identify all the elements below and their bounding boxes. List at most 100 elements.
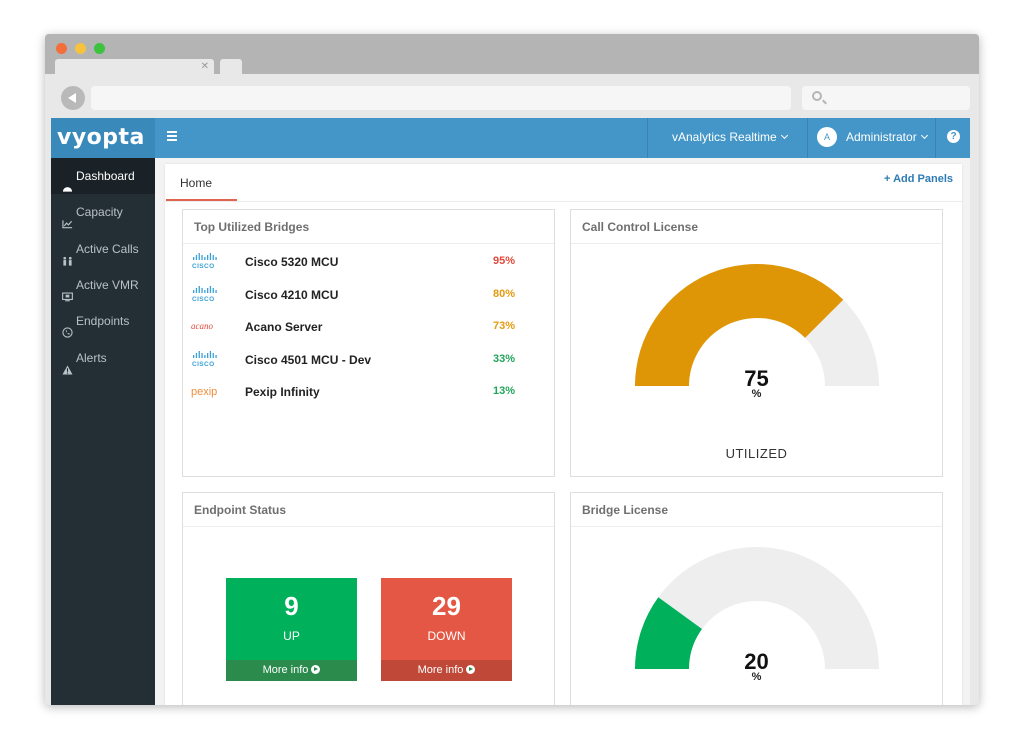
panel-title: Top Utilized Bridges [194,220,310,234]
bridge-utilization: 95% [493,255,516,267]
app-root: vyopta vAnalytics Realtime A Administrat… [51,118,970,705]
sidebar-item-label: Endpoints [76,314,130,329]
panel-title: Bridge License [582,503,669,517]
down-more-info-link[interactable]: More info [381,660,512,681]
panel-title: Call Control License [582,220,699,234]
bridge-row[interactable]: CISCO Cisco 4210 MCU 80% [183,277,554,309]
bridge-name: Pexip Infinity [245,385,320,399]
vyopta-logo: vyopta [57,125,145,150]
browser-titlebar: ✕ [45,34,979,74]
bridge-utilization: 73% [493,320,516,332]
sidebar-item-label: Dashboard [76,169,135,183]
sidebar-item-label: Alerts [76,350,107,365]
top-navbar: vyopta vAnalytics Realtime A Administrat… [51,118,970,158]
gauge-label: UTILIZED [725,446,788,461]
up-count: 9 [284,591,299,621]
gauge-fill [635,597,702,669]
close-tab-icon[interactable]: ✕ [200,61,209,72]
sidebar-item-active-vmr[interactable]: Active VMR [51,267,155,303]
chart-icon [62,207,73,229]
more-info-label: More info [417,664,464,676]
bridge-row[interactable]: CISCO Cisco 4501 MCU - Dev 33% [183,342,554,374]
menu-icon[interactable] [167,131,177,141]
gauge-value: 20 [744,649,769,674]
svg-text:acano: acano [191,321,213,331]
vmr-icon [62,280,73,302]
back-button[interactable] [61,86,85,110]
pexip-logo-icon: pexip [191,383,221,399]
sidebar-item-label: Active VMR [76,277,139,292]
browser-tab[interactable]: ✕ [55,59,214,74]
bridge-name: Cisco 4501 MCU - Dev [245,352,372,367]
sidebar-item-alerts[interactable]: Alerts [51,340,155,376]
down-count: 29 [432,591,461,621]
browser-toolbar [45,74,979,118]
bridge-utilization: 33% [493,352,516,365]
gauge-unit: % [751,388,762,400]
close-window-button[interactable] [56,43,67,54]
svg-text:CISCO: CISCO [192,296,215,302]
bridge-name: Acano Server [245,320,323,334]
new-tab-button[interactable] [220,59,242,74]
bridge-license-gauge [635,547,879,669]
svg-text:CISCO: CISCO [192,361,215,367]
gauge-value: 75 [744,366,769,391]
help-icon: ? [947,130,960,143]
avatar: A [817,127,837,147]
address-bar[interactable] [91,86,791,110]
bridge-name: Cisco 4210 MCU [245,287,339,302]
gauge-fill [635,264,844,386]
bridge-license-panel: Bridge License 20 % [570,492,943,705]
search-icon [812,91,822,101]
top-utilized-bridges-panel: Top Utilized Bridges CISCO Cisco 5320 MCU… [182,209,555,477]
user-menu[interactable]: A Administrator [807,118,935,158]
realtime-label: vAnalytics Realtime [672,130,777,144]
cisco-logo-icon: CISCO [191,253,221,270]
down-label: DOWN [427,629,466,643]
call-control-license-panel: Call Control License 75 % UTILIZED [570,209,943,477]
chevron-down-icon [920,131,928,140]
bridge-row[interactable]: CISCO Cisco 5320 MCU 95% [183,244,554,276]
warning-icon [62,353,73,375]
sidebar: Dashboard Capacity Active Calls Active VMR E… [51,158,155,705]
browser-search-field[interactable] [802,86,970,110]
svg-text:CISCO: CISCO [192,263,215,269]
cisco-logo-icon: CISCO [191,285,221,303]
arrow-circle-right-icon [466,665,476,674]
endpoint-status-panel: Endpoint Status 9 UP More info 29 DOWN M… [182,492,555,705]
user-name: Administrator [846,130,917,144]
sidebar-item-dashboard[interactable]: Dashboard [51,158,155,194]
endpoints-down-box: 29 DOWN More info [381,578,512,681]
arrow-circle-right-icon [311,665,321,674]
bridge-row[interactable]: pexip Pexip Infinity 13% [183,374,554,406]
dashboard-icon [62,171,73,192]
browser-window: ✕ vyopta vAnalytics Realtime A Administr… [45,34,979,705]
bridge-row[interactable]: acano Acano Server 73% [183,309,554,341]
more-info-label: More info [262,664,309,676]
endpoints-up-box: 9 UP More info [226,578,357,681]
dashboard-content: Home + Add Panels Top Utilized Bridges C… [165,164,962,705]
bridge-utilization: 13% [493,385,516,397]
cisco-logo-icon: CISCO [191,350,221,368]
help-button[interactable]: ? [935,118,970,158]
sidebar-item-label: Capacity [76,205,123,220]
svg-text:pexip: pexip [191,386,217,398]
maximize-window-button[interactable] [94,43,105,54]
logo-area[interactable]: vyopta [51,118,155,158]
bridge-utilization: 80% [493,287,516,300]
realtime-dropdown[interactable]: vAnalytics Realtime [647,118,807,158]
sidebar-item-active-calls[interactable]: Active Calls [51,231,155,267]
bridge-name: Cisco 5320 MCU [245,255,339,269]
tab-home[interactable]: Home [166,164,237,201]
gauge-unit: % [751,671,762,683]
add-panels-button[interactable]: + Add Panels [884,173,953,185]
sidebar-item-capacity[interactable]: Capacity [51,194,155,230]
active-calls-icon [62,244,73,266]
call-control-gauge [635,264,879,386]
minimize-window-button[interactable] [75,43,86,54]
sidebar-item-endpoints[interactable]: Endpoints [51,303,155,339]
up-more-info-link[interactable]: More info [226,660,357,681]
tab-divider [165,201,962,202]
chevron-down-icon [780,131,788,140]
up-label: UP [283,629,300,643]
